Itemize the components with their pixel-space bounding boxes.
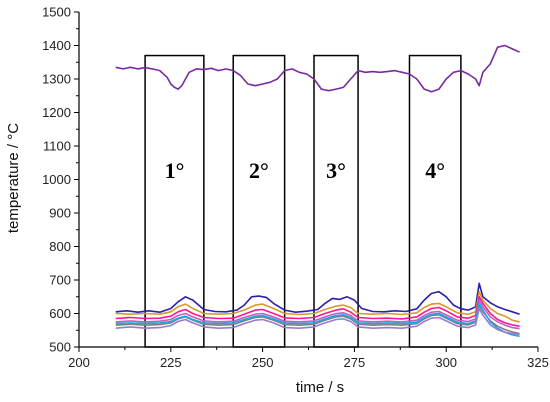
- interval-label-3: 3°: [326, 158, 346, 183]
- interval-label-1: 1°: [165, 158, 185, 183]
- x-tick-label: 275: [344, 355, 366, 370]
- interval-boxes: 1° 2° 3° 4°: [144, 54, 462, 348]
- series-line-1: [115, 44, 520, 93]
- x-tick-label: 200: [68, 355, 90, 370]
- y-tick-label: 700: [49, 273, 71, 288]
- interval-box-3: [313, 54, 359, 348]
- y-tick-label: 1500: [42, 5, 71, 20]
- x-tick-label: 225: [160, 355, 182, 370]
- series-layer: [115, 44, 520, 338]
- y-axis-title: temperature / °C: [5, 123, 22, 233]
- y-tick-label: 1300: [42, 72, 71, 87]
- x-tick-label: 250: [252, 355, 274, 370]
- series-line-2: [115, 282, 520, 315]
- y-tick-label: 900: [49, 206, 71, 221]
- interval-label-2: 2°: [249, 158, 269, 183]
- y-tick-label: 500: [49, 340, 71, 355]
- x-tick-label: 325: [527, 355, 549, 370]
- x-tick-label: 300: [435, 355, 457, 370]
- series-line-7: [115, 302, 520, 338]
- y-tick-label: 1100: [43, 139, 71, 154]
- y-tick-label: 1400: [42, 38, 71, 53]
- y-tick-label: 800: [49, 239, 71, 254]
- interval-label-4: 4°: [425, 158, 445, 183]
- x-axis-title: time / s: [296, 379, 344, 396]
- y-tick-label: 1000: [42, 172, 71, 187]
- y-tick-label: 1200: [42, 105, 71, 120]
- interval-box-1: [144, 54, 205, 348]
- series-line-8: [115, 307, 520, 336]
- interval-box-2: [232, 54, 286, 348]
- y-tick-label: 600: [49, 306, 71, 321]
- axes: 200 225 250 275 300 325 500 600 700 800 900 1000 110…: [42, 5, 549, 371]
